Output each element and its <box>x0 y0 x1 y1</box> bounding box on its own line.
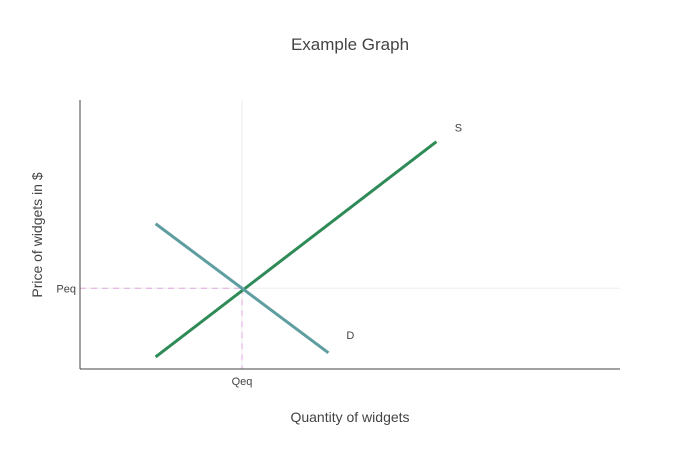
series-label-d: D <box>346 330 354 342</box>
series-line-s <box>154 140 438 359</box>
y-axis-label: Price of widgets in $ <box>29 172 45 297</box>
x-tick-label-0: Qeq <box>232 376 253 388</box>
series-label-s: S <box>455 123 462 135</box>
y-tick-label-0: Peq <box>56 283 76 295</box>
plot-area: Qeq Peq S D <box>56 100 620 388</box>
x-axis-label: Quantity of widgets <box>290 409 409 425</box>
series-line-d <box>154 222 330 355</box>
chart-title: Example Graph <box>291 35 409 54</box>
